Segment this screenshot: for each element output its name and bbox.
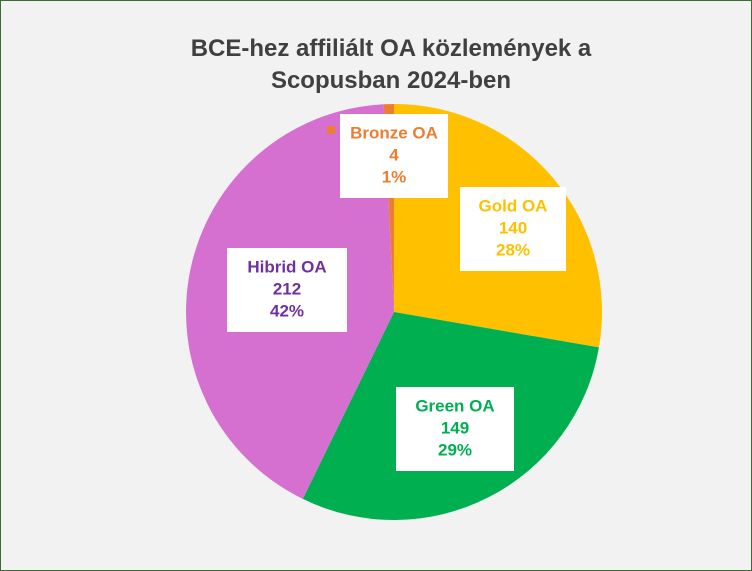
category-label: Green OA bbox=[415, 396, 494, 415]
percent-label: 29% bbox=[438, 440, 472, 459]
value-label: 4 bbox=[389, 145, 399, 164]
percent-label: 28% bbox=[496, 240, 530, 259]
label-marker bbox=[327, 126, 335, 134]
category-label: Gold OA bbox=[479, 196, 548, 215]
category-label: Hibrid OA bbox=[247, 257, 326, 276]
percent-label: 1% bbox=[382, 167, 407, 186]
label-box bbox=[340, 114, 448, 198]
percent-label: 42% bbox=[270, 301, 304, 320]
category-label: Bronze OA bbox=[350, 123, 438, 142]
value-label: 140 bbox=[499, 218, 527, 237]
chart-title: BCE-hez affiliált OA közlemények a Scopu… bbox=[190, 35, 592, 94]
label-box bbox=[227, 248, 347, 332]
label-box bbox=[396, 387, 514, 471]
value-label: 149 bbox=[441, 418, 469, 437]
value-label: 212 bbox=[273, 279, 301, 298]
label-box bbox=[460, 187, 566, 271]
